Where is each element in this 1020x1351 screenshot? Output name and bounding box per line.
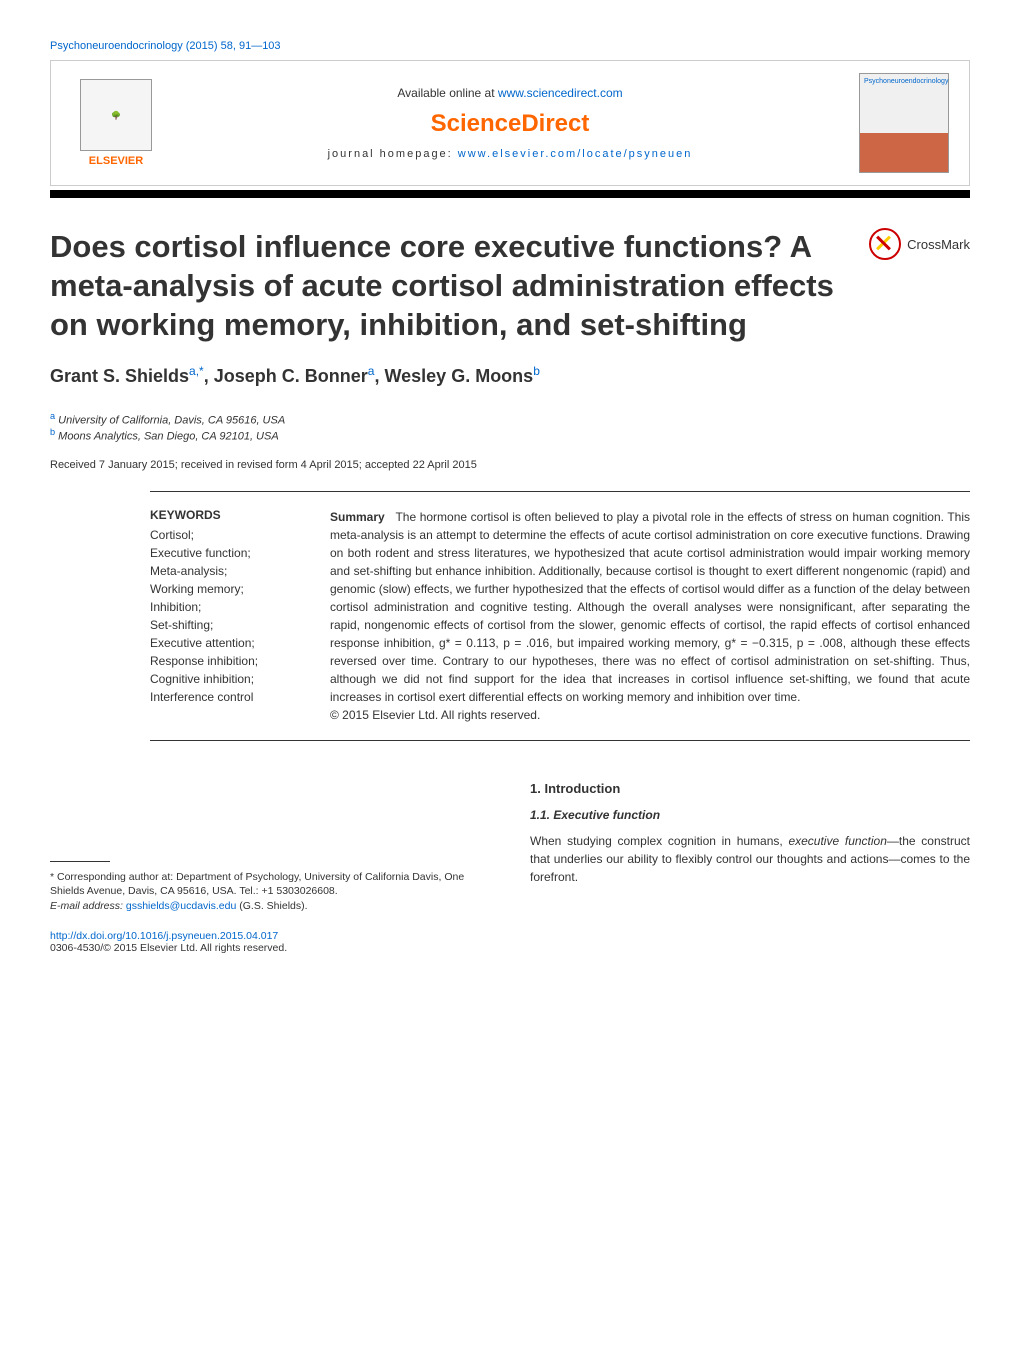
elsevier-label: ELSEVIER xyxy=(89,155,143,167)
journal-cover-thumbnail[interactable]: Psychoneuroendocrinology xyxy=(859,73,949,173)
summary-text: The hormone cortisol is often believed t… xyxy=(330,510,970,704)
journal-homepage: journal homepage: www.elsevier.com/locat… xyxy=(161,148,859,160)
author-1: Grant S. Shields xyxy=(50,366,189,386)
sciencedirect-logo[interactable]: ScienceDirect xyxy=(161,110,859,138)
author-2-affil: a xyxy=(368,364,375,378)
keywords-list: Cortisol; Executive function; Meta-analy… xyxy=(150,526,300,706)
right-column: 1. Introduction 1.1. Executive function … xyxy=(530,781,970,954)
sciencedirect-link[interactable]: www.sciencedirect.com xyxy=(498,86,623,100)
elsevier-tree-icon: 🌳 xyxy=(80,79,152,151)
doi-copyright: 0306-4530/© 2015 Elsevier Ltd. All right… xyxy=(50,942,490,954)
left-column: * Corresponding author at: Department of… xyxy=(50,781,490,954)
intro-paragraph: When studying complex cognition in human… xyxy=(530,832,970,886)
author-3-affil: b xyxy=(533,364,540,378)
elsevier-logo[interactable]: 🌳 ELSEVIER xyxy=(71,73,161,173)
available-prefix: Available online at xyxy=(397,86,498,100)
homepage-link[interactable]: www.elsevier.com/locate/psyneuen xyxy=(458,148,693,160)
affil-a-marker: a xyxy=(50,411,55,421)
homepage-prefix: journal homepage: xyxy=(328,148,458,160)
email-suffix: (G.S. Shields). xyxy=(236,900,307,912)
authors-line: Grant S. Shieldsa,*, Joseph C. Bonnera, … xyxy=(50,364,970,387)
footnote-divider xyxy=(50,861,110,862)
affiliations: a University of California, Davis, CA 95… xyxy=(50,411,970,442)
abstract-box: KEYWORDS Cortisol; Executive function; M… xyxy=(150,491,970,741)
article-dates: Received 7 January 2015; received in rev… xyxy=(50,459,970,471)
summary-copyright: © 2015 Elsevier Ltd. All rights reserved… xyxy=(330,706,970,724)
section-1-1-heading: 1.1. Executive function xyxy=(530,808,970,822)
keywords-heading: KEYWORDS xyxy=(150,508,300,522)
crossmark-badge[interactable]: CrossMark xyxy=(869,228,970,260)
available-online: Available online at www.sciencedirect.co… xyxy=(161,86,859,100)
summary-column: Summary The hormone cortisol is often be… xyxy=(330,508,970,724)
doi-link[interactable]: http://dx.doi.org/10.1016/j.psyneuen.201… xyxy=(50,930,278,942)
affil-b: Moons Analytics, San Diego, CA 92101, US… xyxy=(58,431,279,443)
author-2: Joseph C. Bonner xyxy=(214,366,368,386)
corr-email-link[interactable]: gsshields@ucdavis.edu xyxy=(126,900,236,912)
affil-a: University of California, Davis, CA 9561… xyxy=(58,415,285,427)
affil-b-marker: b xyxy=(50,427,55,437)
corresponding-footnote: * Corresponding author at: Department of… xyxy=(50,870,490,914)
crossmark-label: CrossMark xyxy=(907,237,970,252)
email-label: E-mail address: xyxy=(50,900,126,912)
crossmark-icon xyxy=(869,228,901,260)
divider-bar xyxy=(50,190,970,198)
doi-section: http://dx.doi.org/10.1016/j.psyneuen.201… xyxy=(50,930,490,954)
journal-header-box: 🌳 ELSEVIER Available online at www.scien… xyxy=(50,60,970,186)
corr-author-text: * Corresponding author at: Department of… xyxy=(50,870,490,899)
author-3: Wesley G. Moons xyxy=(384,366,533,386)
summary-heading: Summary xyxy=(330,510,385,524)
body-columns: * Corresponding author at: Department of… xyxy=(50,781,970,954)
section-1-heading: 1. Introduction xyxy=(530,781,970,796)
journal-header-center: Available online at www.sciencedirect.co… xyxy=(161,86,859,160)
author-1-affil: a,* xyxy=(189,364,204,378)
article-title: Does cortisol influence core executive f… xyxy=(50,228,869,344)
journal-citation[interactable]: Psychoneuroendocrinology (2015) 58, 91—1… xyxy=(50,40,970,52)
keywords-column: KEYWORDS Cortisol; Executive function; M… xyxy=(150,508,300,724)
